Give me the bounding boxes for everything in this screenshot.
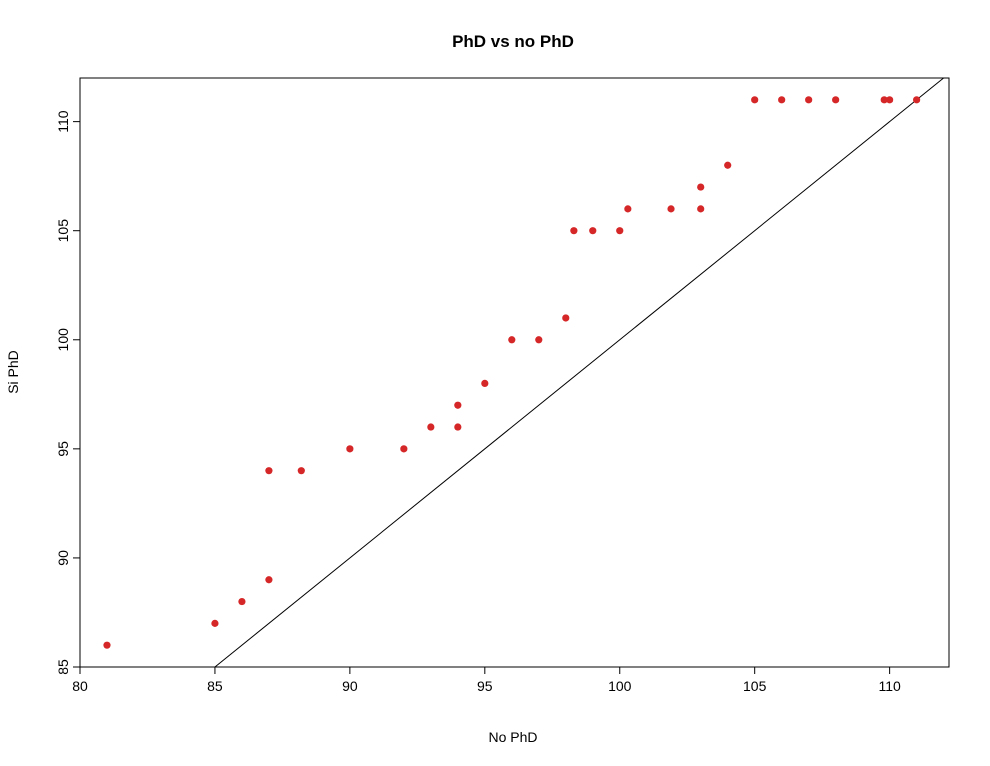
reference-line [214, 77, 944, 668]
data-point [832, 96, 840, 104]
y-tick-label: 95 [55, 441, 71, 457]
data-point [751, 96, 759, 104]
data-point [535, 336, 543, 344]
data-point [211, 619, 219, 627]
data-point [724, 161, 732, 169]
data-point [297, 467, 305, 475]
x-tick-label: 100 [608, 678, 632, 694]
x-tick-label: 105 [743, 678, 767, 694]
x-tick-label: 80 [72, 678, 88, 694]
data-point [778, 96, 786, 104]
y-tick-label: 90 [55, 550, 71, 566]
data-point [880, 96, 888, 104]
x-tick-label: 90 [342, 678, 358, 694]
x-tick-label: 110 [878, 678, 901, 694]
data-point [697, 205, 705, 213]
data-points [103, 96, 921, 649]
data-point [805, 96, 813, 104]
data-point [697, 183, 705, 191]
data-point [616, 227, 624, 235]
y-tick-label: 105 [55, 219, 71, 243]
data-point [454, 423, 462, 431]
data-point [562, 314, 570, 322]
plot-area-border [79, 77, 950, 668]
data-point [103, 641, 111, 649]
y-tick-label: 110 [55, 110, 71, 133]
x-tick-label: 95 [477, 678, 493, 694]
data-point [886, 96, 894, 104]
data-point [570, 227, 578, 235]
y-axis-label: Si PhD [5, 350, 21, 394]
y-axis: 85 90 95 100 105 110 [55, 110, 81, 675]
data-point [265, 576, 273, 584]
data-point [589, 227, 597, 235]
data-point [624, 205, 632, 213]
data-point [481, 379, 489, 388]
data-point [400, 445, 408, 453]
data-point [427, 423, 435, 431]
data-point [913, 96, 921, 104]
y-tick-label: 85 [55, 659, 71, 675]
data-point [508, 336, 516, 344]
data-point [265, 467, 273, 475]
x-axis: 80 85 90 95 100 105 110 [72, 666, 901, 694]
x-tick-label: 85 [207, 678, 223, 694]
x-axis-label: No PhD [488, 729, 537, 745]
y-tick-label: 100 [55, 328, 71, 352]
data-point [667, 205, 675, 213]
data-point [238, 597, 246, 606]
chart-title: PhD vs no PhD [452, 32, 574, 51]
data-point [346, 445, 354, 453]
data-point [454, 401, 462, 409]
